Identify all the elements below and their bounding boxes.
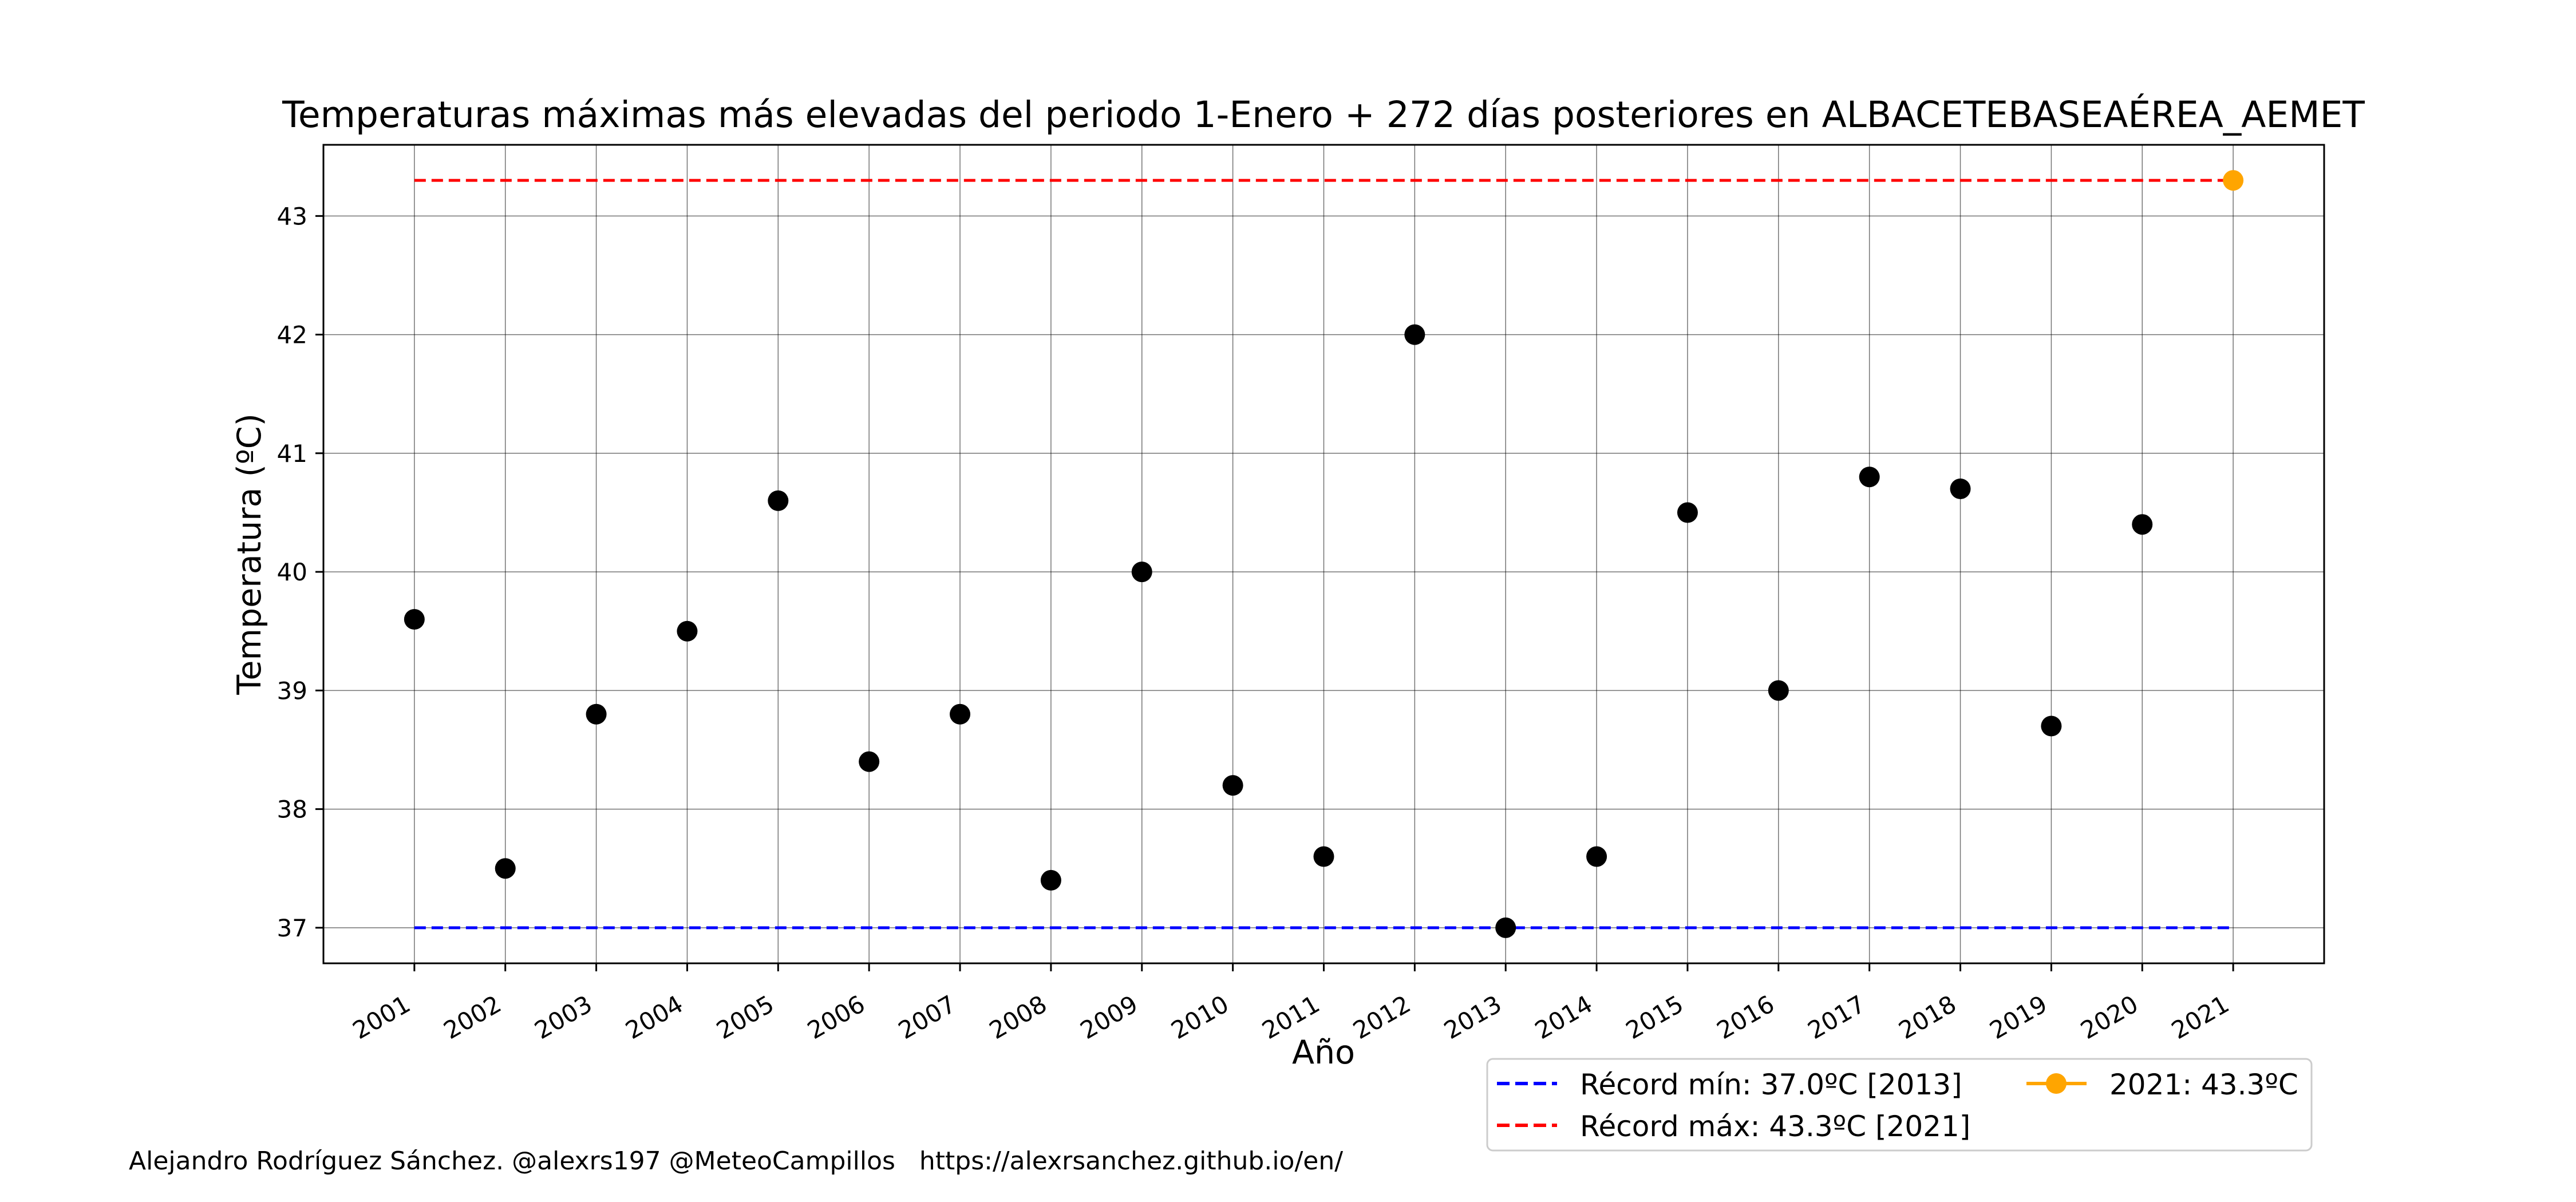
data-point (859, 751, 880, 772)
footer-credit: Alejandro Rodríguez Sánchez. @alexrs197 … (129, 1146, 1343, 1176)
data-point (1404, 324, 1425, 345)
x-tick-label: 2001 (348, 990, 415, 1045)
chart-title: Temperaturas máximas más elevadas del pe… (282, 94, 2365, 136)
x-tick-label: 2002 (439, 990, 506, 1045)
x-tick-label: 2005 (712, 990, 779, 1045)
x-tick-label: 2015 (1621, 990, 1688, 1045)
x-tick-label: 2020 (2076, 990, 2143, 1045)
x-tick-label: 2008 (985, 990, 1052, 1045)
legend-box (1486, 1058, 2313, 1152)
y-axis-label: Temperatura (ºC) (231, 413, 268, 695)
data-point (1495, 917, 1516, 938)
data-point (495, 858, 516, 879)
x-tick-label: 2003 (530, 990, 597, 1045)
data-point (677, 620, 698, 642)
data-point (950, 703, 971, 725)
y-axis-ticks: 37 38 39 40 41 42 43 (277, 202, 323, 942)
x-tick-label: 2018 (1894, 990, 1961, 1045)
y-tick-label: 42 (277, 321, 307, 349)
data-points (404, 170, 2244, 938)
data-point (2041, 715, 2062, 737)
reference-lines (414, 179, 2234, 930)
x-tick-label: 2016 (1712, 990, 1779, 1045)
x-tick-label: 2014 (1530, 990, 1597, 1045)
data-point (1859, 466, 1880, 488)
x-axis-label: Año (1292, 1034, 1355, 1071)
y-tick-label: 41 (277, 440, 307, 468)
grid (323, 145, 2324, 963)
data-point (1131, 562, 1152, 583)
data-point (1677, 502, 1698, 523)
legend: Récord mín: 37.0ºC [2013] Récord máx: 43… (1486, 1058, 2313, 1152)
y-tick-label: 38 (277, 796, 307, 824)
x-tick-label: 2010 (1167, 990, 1234, 1045)
data-point (1222, 775, 1243, 796)
x-tick-label: 2017 (1803, 990, 1870, 1045)
y-tick-label: 37 (277, 914, 307, 942)
data-point (768, 490, 789, 511)
legend-max-label: Récord máx: 43.3ºC [2021] (1580, 1110, 1970, 1143)
x-axis-ticks: 2001 2002 2003 2004 2005 2006 2007 2008 2009 2010… (348, 963, 2234, 1045)
data-point (2132, 514, 2153, 535)
data-point (1313, 846, 1334, 867)
x-tick-label: 2013 (1439, 990, 1506, 1045)
data-point (586, 703, 607, 725)
data-point (1586, 846, 1607, 867)
data-point (404, 608, 425, 630)
x-tick-label: 2007 (894, 990, 961, 1045)
y-tick-label: 40 (277, 558, 307, 586)
x-tick-label: 2006 (803, 990, 870, 1045)
legend-2021-swatch-marker (2046, 1073, 2067, 1094)
data-point (1040, 869, 1061, 891)
x-tick-label: 2021 (2167, 990, 2234, 1045)
y-tick-label: 43 (277, 202, 307, 230)
x-tick-label: 2012 (1348, 990, 1415, 1045)
y-tick-label: 39 (277, 677, 307, 705)
x-tick-label: 2019 (1985, 990, 2052, 1045)
legend-2021-label: 2021: 43.3ºC (2109, 1068, 2298, 1101)
data-point (1768, 680, 1789, 701)
data-point (1950, 479, 1971, 500)
legend-min-label: Récord mín: 37.0ºC [2013] (1580, 1068, 1962, 1101)
x-tick-label: 2009 (1076, 990, 1143, 1045)
data-point-2021 (2223, 170, 2244, 191)
x-tick-label: 2004 (621, 990, 688, 1045)
